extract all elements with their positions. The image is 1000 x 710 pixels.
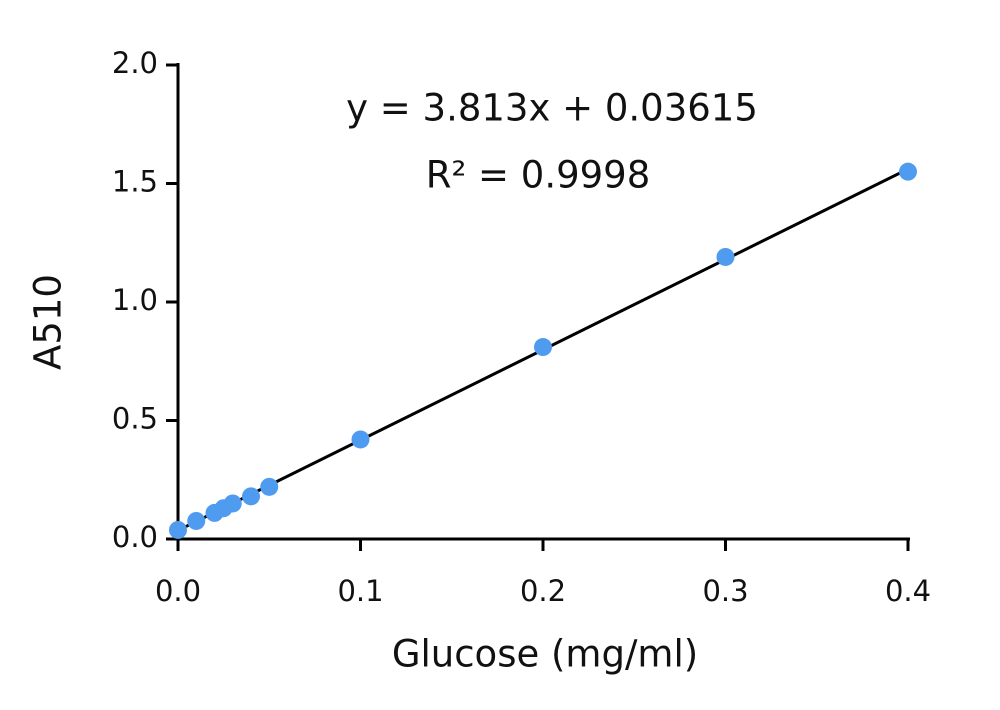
x-axis-label: Glucose (mg/ml)	[392, 633, 698, 676]
data-point	[187, 511, 206, 530]
y-tick-label: 0.5	[112, 402, 158, 436]
x-tick-label: 0.2	[520, 574, 566, 608]
y-tick-label: 1.5	[112, 165, 158, 199]
equation: y = 3.813x + 0.03615	[346, 87, 758, 130]
data-point	[223, 494, 242, 513]
data-point	[242, 487, 260, 506]
y-tick-label: 1.0	[112, 283, 158, 317]
r-squared: R² = 0.9998	[426, 154, 651, 197]
y-tick-label: 0.0	[112, 520, 158, 554]
data-point	[534, 338, 552, 357]
x-tick-label: 0.3	[702, 574, 748, 608]
y-axis-label: A510	[27, 274, 70, 370]
data-point	[716, 247, 735, 266]
x-tick-label: 0.4	[885, 574, 931, 608]
data-point	[169, 520, 187, 539]
data-point	[899, 162, 917, 181]
x-tick-label: 0.0	[155, 574, 201, 608]
data-point	[351, 430, 370, 449]
y-tick-label: 2.0	[112, 46, 158, 80]
x-tick-label: 0.1	[337, 574, 383, 608]
data-point	[260, 477, 279, 496]
